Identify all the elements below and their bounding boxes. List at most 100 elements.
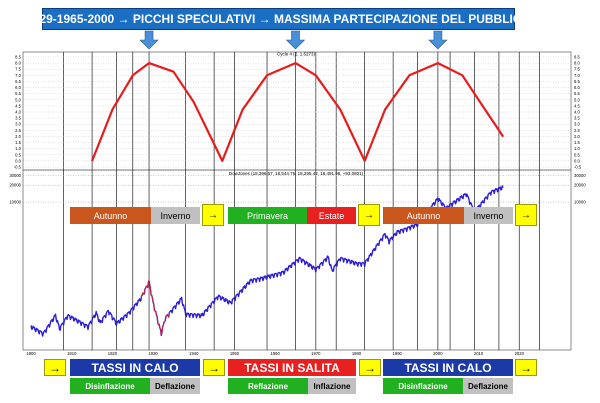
- x-tick-label: 1910: [67, 351, 77, 356]
- dow-point: [181, 298, 183, 300]
- inflation-box: Reflazione: [228, 378, 308, 394]
- cycle-y-tick-left: 2.5: [15, 128, 21, 133]
- dow-point: [315, 268, 317, 270]
- cycle-y-tick-left: 0.5: [15, 152, 21, 157]
- dow-point: [417, 223, 419, 225]
- dow-point: [217, 295, 219, 297]
- dow-y-tick-right: 10000: [574, 200, 586, 205]
- cycle-y-tick-left: 6.0: [15, 85, 21, 90]
- x-tick-label: 1940: [189, 351, 199, 356]
- dow-point: [164, 317, 166, 319]
- cycle-y-tick-left: 3.0: [15, 122, 21, 127]
- cycle-y-tick-right: 8.0: [574, 61, 580, 66]
- cycle-y-tick-left: -0.5: [14, 165, 22, 170]
- dow-y-tick-right: 30000: [574, 173, 586, 178]
- dow-point: [437, 198, 439, 200]
- inflation-box: Deflazione: [150, 378, 200, 394]
- cycle-point: [148, 62, 150, 64]
- cycle-y-tick-right: 0.5: [574, 152, 580, 157]
- cycle-y-tick-right: 3.0: [574, 122, 580, 127]
- dow-point: [396, 231, 398, 233]
- cycle-y-tick-right: 5.5: [574, 91, 580, 96]
- peak-pointer-arrow: [428, 30, 448, 50]
- dow-point: [185, 313, 187, 315]
- inflation-box: Disinflazione: [70, 378, 150, 394]
- rates-box: TASSI IN CALO: [383, 359, 513, 376]
- rates-arrow: →: [359, 359, 381, 376]
- cycle-y-tick-right: 3.5: [574, 116, 580, 121]
- dow-point: [201, 314, 203, 316]
- cycle-point: [132, 74, 134, 76]
- cycle-point: [193, 101, 195, 103]
- cycle-y-tick-right: 6.5: [574, 79, 580, 84]
- dow-point: [299, 257, 301, 259]
- peak-pointer-arrow: [139, 30, 159, 50]
- dow-point: [160, 333, 162, 335]
- dow-y-tick-left: 20000: [9, 183, 21, 188]
- cycle-y-tick-right: 5.0: [574, 97, 580, 102]
- cycle-point: [315, 74, 317, 76]
- cycle-point: [91, 160, 93, 162]
- cycle-point: [408, 74, 411, 76]
- rates-arrow: →: [44, 359, 66, 376]
- season-box: Inverno: [464, 207, 513, 224]
- x-tick-label: 2000: [433, 351, 443, 356]
- x-tick-label: 1920: [108, 351, 118, 356]
- dow-point: [59, 328, 61, 330]
- x-tick-label: 1970: [311, 351, 321, 356]
- cycle-point: [364, 160, 366, 162]
- cycle-point: [172, 71, 175, 73]
- banner: 1929-1965-2000 → PICCHI SPECULATIVI → MA…: [26, 8, 531, 30]
- cycle-point: [339, 108, 341, 111]
- season-arrow: →: [358, 204, 380, 226]
- dow-point: [364, 263, 366, 265]
- pointer-layer: [139, 30, 448, 50]
- dow-panel-frame: [22, 169, 572, 351]
- cycle-y-tick-left: 7.0: [15, 73, 21, 78]
- rates-arrow: →: [203, 359, 225, 376]
- cycle-point: [461, 74, 463, 76]
- x-tick-label: 2010: [474, 351, 484, 356]
- dow-y-tick-left: 10000: [9, 200, 21, 205]
- cycle-y-tick-right: 7.5: [574, 67, 580, 72]
- dow-point: [388, 240, 390, 242]
- dow-point: [140, 298, 142, 300]
- dow-point: [54, 314, 56, 316]
- dow-y-tick-right: 20000: [574, 183, 586, 188]
- x-tick-label: 1950: [230, 351, 240, 356]
- cycle-y-tick-left: 1.0: [15, 146, 21, 151]
- season-arrow: →: [202, 204, 224, 226]
- season-box: Estate: [307, 207, 356, 224]
- peak-pointer-arrow: [285, 30, 306, 50]
- cycle-point: [437, 62, 439, 64]
- dow-crash-highlight: [140, 278, 170, 336]
- x-tick-label: 1900: [26, 351, 36, 356]
- season-box: Autunno: [70, 207, 151, 224]
- dow-point: [42, 333, 44, 335]
- cycle-point: [242, 108, 244, 111]
- cycle-y-tick-left: 7.5: [15, 67, 21, 72]
- x-tick-label: 2020: [515, 351, 525, 356]
- x-tick-label: 1960: [270, 351, 280, 356]
- dow-point: [490, 191, 492, 193]
- dow-point: [67, 314, 69, 316]
- cycle-y-tick-right: 8.5: [574, 55, 580, 60]
- dow-point: [107, 310, 109, 312]
- cycle-y-tick-left: 8.5: [15, 55, 21, 60]
- dow-point: [229, 302, 231, 304]
- cycle-y-tick-right: 1.5: [574, 140, 580, 145]
- dow-point: [30, 326, 32, 328]
- cycle-point: [111, 108, 114, 111]
- cycle-y-tick-left: 4.5: [15, 103, 21, 108]
- cycle-point: [266, 74, 268, 76]
- dow-point: [262, 277, 264, 279]
- dow-point: [148, 281, 150, 283]
- inflation-box: Deflazione: [463, 378, 513, 394]
- cycle-y-tick-right: 4.5: [574, 103, 580, 108]
- dow-point: [282, 271, 284, 273]
- cycle-y-tick-left: 5.5: [15, 91, 21, 96]
- rates-arrow: →: [515, 359, 537, 376]
- cycle-y-tick-right: 2.0: [574, 134, 580, 139]
- cycle-y-tick-right: -0.5: [574, 165, 582, 170]
